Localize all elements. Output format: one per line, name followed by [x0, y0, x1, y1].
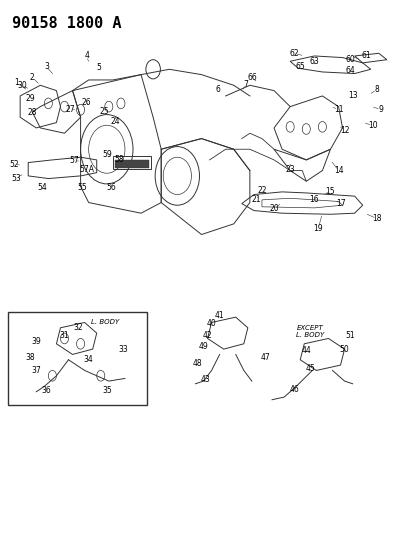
Text: 44: 44	[301, 346, 311, 355]
Text: 26: 26	[82, 98, 91, 107]
Text: 11: 11	[334, 105, 343, 114]
Text: 16: 16	[310, 196, 319, 204]
Text: 29: 29	[25, 94, 35, 103]
Text: 21: 21	[251, 196, 261, 204]
Text: 28: 28	[27, 109, 37, 117]
Text: 49: 49	[199, 342, 208, 351]
Bar	[8, 312, 147, 405]
Text: 20: 20	[269, 205, 279, 213]
Text: 59: 59	[102, 150, 112, 159]
Text: EXCEPT
L. BODY: EXCEPT L. BODY	[296, 325, 324, 338]
Text: 63: 63	[310, 57, 319, 66]
Text: 15: 15	[326, 188, 335, 196]
Text: 58: 58	[114, 156, 124, 164]
Text: 47: 47	[261, 353, 271, 361]
Text: 40: 40	[207, 319, 216, 328]
Text: 48: 48	[193, 359, 202, 368]
Text: 22: 22	[257, 186, 267, 195]
Text: 90158 1800 A: 90158 1800 A	[12, 16, 122, 31]
Text: 31: 31	[60, 332, 69, 340]
Text: 30: 30	[17, 81, 27, 90]
Text: 42: 42	[203, 332, 212, 340]
Text: 53: 53	[11, 174, 21, 183]
Text: 24: 24	[110, 117, 120, 126]
Text: 52: 52	[9, 160, 19, 168]
Bar	[113, 156, 151, 169]
Text: 56: 56	[106, 183, 116, 192]
Text: 4: 4	[84, 52, 89, 60]
Text: 7: 7	[243, 80, 248, 88]
Text: 27: 27	[66, 105, 75, 114]
Text: 38: 38	[25, 353, 35, 361]
Text: 37: 37	[31, 366, 41, 375]
Text: 57: 57	[70, 157, 79, 165]
Text: 39: 39	[31, 337, 41, 345]
Text: 51: 51	[346, 332, 355, 340]
Text: 62: 62	[289, 49, 299, 58]
Text: L. BODY: L. BODY	[91, 319, 119, 326]
Text: 43: 43	[201, 375, 210, 384]
Text: 61: 61	[362, 52, 372, 60]
Text: 3: 3	[44, 62, 49, 71]
Text: 65: 65	[295, 62, 305, 71]
Text: 55: 55	[78, 183, 87, 192]
Text: 64: 64	[346, 66, 355, 75]
Text: 19: 19	[314, 224, 323, 232]
Text: 45: 45	[305, 365, 315, 373]
Text: 32: 32	[74, 324, 83, 332]
Text: 25: 25	[100, 108, 110, 116]
Bar	[115, 160, 149, 168]
Text: 60: 60	[346, 55, 355, 64]
Text: 6: 6	[215, 85, 220, 94]
Text: 57A: 57A	[79, 165, 94, 174]
Text: 41: 41	[215, 311, 224, 320]
Text: 13: 13	[348, 92, 357, 100]
Text: 66: 66	[247, 73, 257, 82]
Text: 35: 35	[102, 386, 112, 394]
Text: 8: 8	[374, 85, 379, 94]
Text: 9: 9	[378, 105, 383, 114]
Text: 2: 2	[30, 73, 35, 82]
Text: 17: 17	[336, 199, 345, 208]
Text: 46: 46	[289, 385, 299, 393]
Text: 18: 18	[372, 214, 382, 223]
Text: 10: 10	[368, 121, 378, 130]
Text: 12: 12	[340, 126, 349, 135]
Text: 34: 34	[84, 356, 93, 364]
Text: 14: 14	[334, 166, 343, 175]
Text: 33: 33	[118, 345, 128, 353]
Text: 1: 1	[14, 78, 19, 87]
Text: 36: 36	[42, 386, 51, 394]
Text: 5: 5	[96, 63, 101, 72]
Text: 50: 50	[340, 345, 349, 353]
Text: 54: 54	[37, 183, 47, 192]
Text: 23: 23	[285, 165, 295, 174]
